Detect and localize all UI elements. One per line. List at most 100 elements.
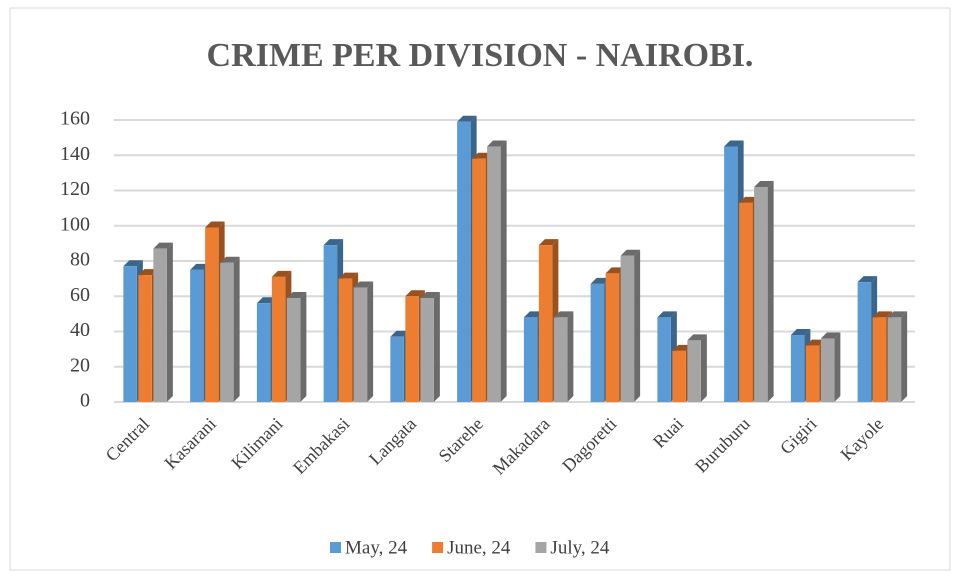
- bar: [338, 278, 353, 402]
- y-tick-label: 40: [70, 319, 90, 341]
- bar-top: [138, 269, 158, 276]
- bar: [286, 298, 301, 402]
- bar: [138, 275, 152, 402]
- bar-top: [687, 334, 707, 341]
- bar-top: [405, 290, 425, 297]
- bar: [687, 340, 701, 402]
- y-tick-label: 0: [80, 390, 90, 412]
- y-tick-label: 160: [60, 108, 90, 130]
- bar-side: [166, 242, 173, 402]
- bar-top: [672, 344, 692, 351]
- legend-swatch: [330, 542, 341, 553]
- bar-top: [338, 272, 359, 279]
- bar-top: [390, 330, 410, 337]
- bar-side: [700, 334, 707, 402]
- bar-top: [286, 292, 307, 299]
- bar-side: [634, 249, 641, 402]
- bar: [887, 317, 902, 402]
- bar: [220, 262, 234, 402]
- y-tick-label: 60: [70, 284, 90, 306]
- bar: [190, 269, 204, 402]
- bar-side: [500, 140, 507, 402]
- bar-top: [353, 281, 374, 288]
- bar: [790, 335, 805, 402]
- bar: [256, 303, 271, 402]
- bar-top: [271, 270, 292, 277]
- bar: [390, 336, 404, 402]
- bar-top: [724, 140, 744, 147]
- y-tick-label: 20: [70, 354, 90, 376]
- bar-top: [657, 311, 677, 318]
- bar-top: [457, 115, 477, 122]
- bar-side: [433, 292, 440, 402]
- bar-top: [805, 339, 826, 346]
- bar: [672, 350, 686, 402]
- legend-label: July, 24: [550, 537, 609, 558]
- bar-top: [620, 249, 641, 256]
- bar: [457, 121, 471, 402]
- bar: [353, 287, 368, 402]
- bar-side: [233, 256, 240, 402]
- bar: [805, 345, 820, 402]
- bar: [523, 317, 538, 402]
- bar-side: [567, 311, 574, 402]
- legend-swatch: [535, 542, 547, 553]
- bar-side: [367, 281, 374, 402]
- bar: [857, 282, 872, 402]
- bar: [657, 317, 671, 402]
- bar: [420, 298, 434, 402]
- bar: [872, 317, 887, 402]
- bar: [590, 283, 605, 402]
- bar-top: [323, 239, 344, 246]
- bar-top: [857, 276, 878, 283]
- bar: [724, 146, 738, 402]
- y-tick-label: 120: [60, 178, 90, 200]
- bar-top: [153, 242, 173, 249]
- bar-top: [472, 152, 492, 159]
- bar-top: [420, 292, 440, 299]
- bar: [553, 317, 568, 402]
- bar-top: [820, 332, 841, 339]
- bar-top: [754, 180, 774, 187]
- bar-top: [887, 311, 908, 318]
- bar-top: [190, 263, 210, 270]
- bar-top: [790, 329, 811, 336]
- bar-top: [553, 311, 574, 318]
- bar: [538, 245, 553, 402]
- bar-top: [590, 277, 611, 284]
- bar-top: [205, 221, 225, 228]
- bar: [620, 255, 635, 402]
- bar: [605, 273, 620, 402]
- bar-top: [220, 256, 240, 263]
- bar: [487, 146, 501, 402]
- bar: [472, 158, 486, 402]
- bar: [820, 338, 835, 402]
- legend-label: May, 24: [345, 537, 408, 558]
- y-tick-label: 100: [60, 213, 90, 235]
- bar-top: [256, 297, 277, 304]
- bar-side: [834, 332, 841, 402]
- bar: [405, 296, 419, 402]
- bar-top: [123, 260, 143, 267]
- y-tick-label: 140: [60, 143, 90, 165]
- bar-top: [523, 311, 544, 318]
- bar: [153, 248, 167, 402]
- legend-label: June, 24: [447, 537, 511, 558]
- bar-top: [739, 196, 759, 203]
- bar-side: [300, 292, 307, 402]
- bar: [739, 202, 753, 402]
- bar-side: [901, 311, 908, 402]
- legend-swatch: [432, 542, 444, 553]
- bar-top: [605, 267, 626, 274]
- bar: [205, 227, 219, 402]
- y-tick-label: 80: [70, 249, 90, 271]
- bar: [271, 276, 286, 402]
- bar-top: [872, 311, 893, 318]
- bar: [754, 186, 768, 402]
- chart-title: CRIME PER DIVISION - NAIROBI.: [207, 37, 754, 74]
- bar-top: [538, 239, 559, 246]
- bar-top: [487, 140, 507, 147]
- bar: [323, 245, 338, 402]
